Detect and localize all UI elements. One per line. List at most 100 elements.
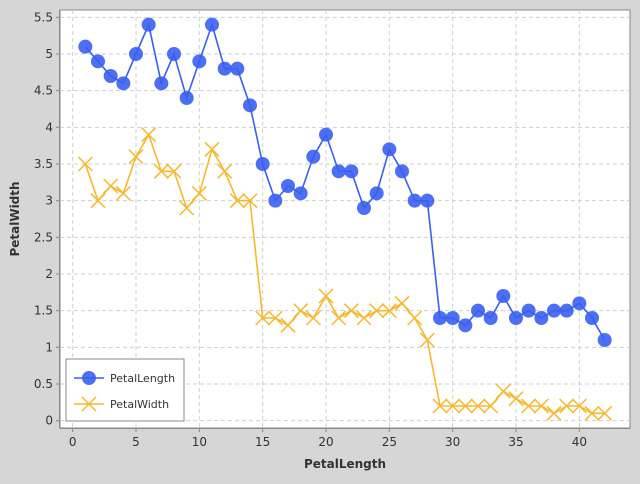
data-point (255, 157, 270, 171)
x-marker-stroke (217, 163, 233, 179)
data-point (343, 303, 359, 319)
data-point (242, 193, 258, 209)
data-point (432, 398, 448, 414)
data-point (369, 186, 384, 201)
x-marker-stroke (457, 398, 473, 414)
x-tick-label: 35 (508, 435, 523, 449)
data-point (77, 156, 93, 172)
y-tick-label: 3.5 (34, 157, 53, 171)
legend: PetalLength PetalWidth (65, 358, 185, 422)
x-tick-label: 10 (192, 435, 207, 449)
x-marker-stroke (166, 163, 182, 179)
y-tick-label: 4 (45, 120, 53, 134)
x-marker-stroke (571, 398, 587, 414)
x-marker-stroke (356, 310, 372, 326)
x-marker-stroke (407, 310, 423, 326)
data-point (584, 405, 600, 421)
data-point (369, 303, 385, 319)
data-point (508, 391, 524, 407)
data-point (331, 164, 346, 179)
data-point (179, 200, 195, 216)
data-point (318, 288, 334, 304)
x-marker-stroke (546, 405, 562, 421)
x-marker-stroke (521, 398, 537, 414)
data-point (559, 398, 575, 414)
data-point (534, 311, 549, 325)
x-tick-label: 30 (445, 435, 460, 449)
data-point (141, 127, 157, 143)
series-group (77, 17, 613, 421)
data-point (571, 398, 587, 414)
x-marker-stroke (103, 178, 119, 194)
x-marker-stroke (280, 317, 296, 333)
x-marker-stroke (115, 185, 131, 201)
data-point (115, 185, 131, 201)
data-point (521, 303, 536, 318)
x-marker-stroke (369, 303, 385, 319)
x-marker-stroke (204, 141, 220, 157)
data-point (382, 142, 397, 157)
x-marker-stroke (445, 398, 461, 414)
data-point (192, 54, 207, 69)
data-point (281, 179, 295, 193)
x-marker-stroke (128, 149, 144, 165)
data-point (91, 54, 105, 69)
data-point (268, 193, 283, 208)
y-tick-label: 1.5 (34, 304, 53, 318)
data-point (395, 164, 409, 179)
x-marker-stroke (470, 398, 486, 414)
data-point (357, 201, 371, 215)
data-point (129, 47, 143, 61)
legend-label: PetalWidth (110, 398, 169, 411)
data-point (280, 317, 296, 333)
data-point (457, 398, 473, 414)
data-point (445, 311, 460, 325)
data-point (103, 69, 118, 83)
data-point (445, 398, 461, 414)
x-tick-label: 15 (255, 435, 270, 449)
data-point (90, 193, 106, 209)
data-point (572, 296, 587, 311)
x-tick-label: 20 (318, 435, 333, 449)
x-marker-stroke (179, 200, 195, 216)
data-point (217, 163, 233, 179)
data-point (217, 61, 232, 76)
data-point (356, 310, 372, 326)
data-point (597, 333, 612, 347)
x-marker-stroke (419, 332, 435, 348)
data-point (407, 310, 423, 326)
x-marker-stroke (267, 310, 283, 326)
x-marker-stroke (81, 396, 97, 412)
x-tick-label: 40 (572, 435, 587, 449)
data-point (305, 310, 321, 326)
x-marker-stroke (191, 185, 207, 201)
data-point (78, 39, 93, 54)
x-axis-label: PetalLength (304, 457, 386, 471)
data-point (419, 332, 435, 348)
x-marker-stroke (381, 303, 397, 319)
data-point (331, 310, 347, 326)
data-point (381, 303, 397, 319)
data-point (293, 186, 308, 201)
data-point (166, 163, 182, 179)
x-marker-stroke (597, 405, 613, 421)
data-point (319, 127, 333, 142)
y-tick-label: 0 (45, 414, 53, 428)
plot-area (59, 9, 631, 429)
data-point (471, 303, 485, 318)
data-point (179, 91, 194, 105)
x-marker-stroke (331, 310, 347, 326)
data-point (293, 303, 309, 319)
data-point (433, 311, 447, 325)
x-marker-stroke (533, 398, 549, 414)
data-point (533, 398, 549, 414)
x-marker-stroke (394, 295, 410, 311)
series-petallength (78, 17, 612, 347)
data-point (153, 163, 169, 179)
data-point (559, 303, 574, 318)
data-point (116, 76, 131, 91)
x-marker-stroke (229, 193, 245, 209)
data-point (496, 289, 511, 303)
y-tick-label: 1 (45, 340, 53, 354)
